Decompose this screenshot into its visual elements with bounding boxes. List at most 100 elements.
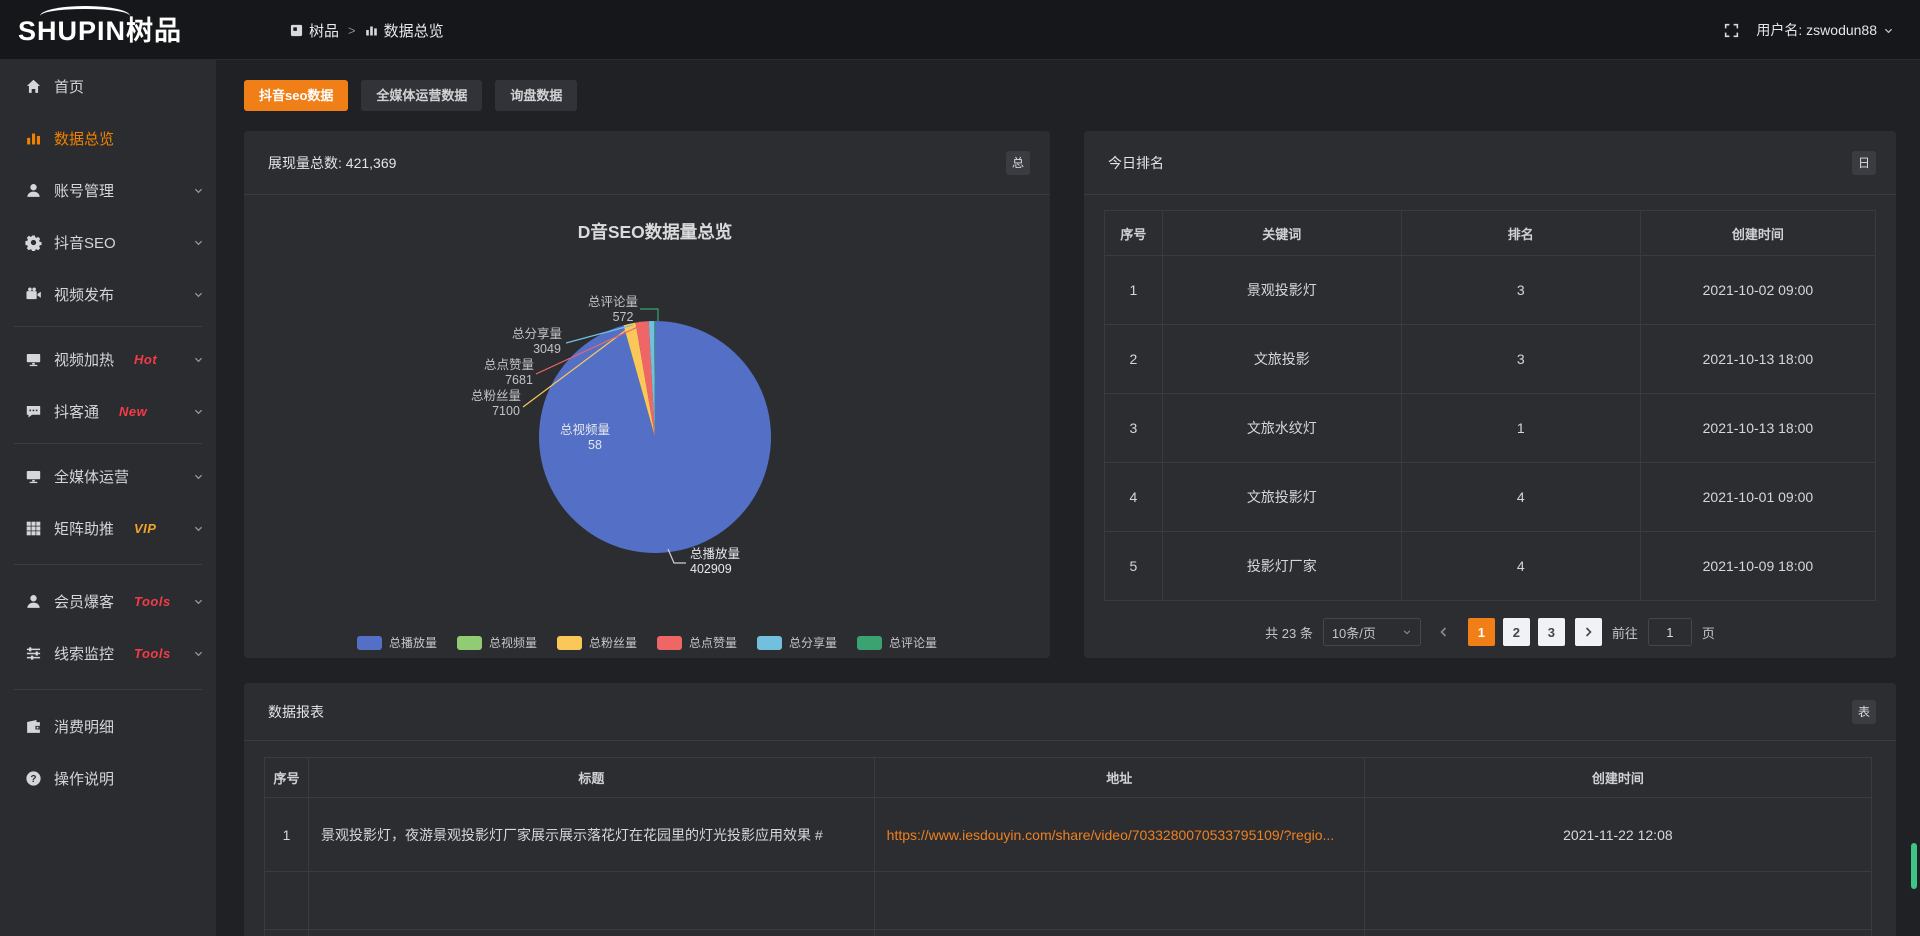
column-header-排名: 排名: [1400, 210, 1641, 256]
column-header-创建时间: 创建时间: [1639, 210, 1877, 256]
sidebar-item-矩阵助推[interactable]: 矩阵助推 VIP: [0, 502, 216, 554]
sidebar-item-视频发布[interactable]: 视频发布: [0, 268, 216, 320]
sidebar-menu: 首页数据总览账号管理抖音SEO 视频发布视频加热 Hot 抖客通 New 全媒体运营 矩阵助…: [0, 60, 216, 804]
chart-legend: 总播放量 总视频量 总粉丝量 总点赞量 总分享量 总评论量: [244, 634, 1050, 651]
user-menu[interactable]: 用户名: zswodun88: [1756, 20, 1894, 40]
sidebar-item-badge: New: [119, 403, 148, 419]
cell-地址[interactable]: https://www.iesdouyin.com/share/video/70…: [873, 797, 1365, 872]
sidebar-item-会员爆客[interactable]: 会员爆客 Tools: [0, 575, 216, 627]
breadcrumb-item-current[interactable]: 数据总览: [365, 20, 444, 41]
breadcrumb-item-home[interactable]: 树品: [290, 20, 339, 41]
app-square-icon: [290, 24, 303, 36]
page-button-2[interactable]: 2: [1502, 618, 1530, 646]
cell-关键词: 文旅投影: [1161, 324, 1402, 394]
pie-slice-总分享量[interactable]: [648, 321, 655, 437]
chevron-down-icon: [193, 524, 204, 533]
legend-item-总播放量[interactable]: 总播放量: [356, 634, 437, 651]
monitor-icon: [26, 470, 41, 483]
next-page-button[interactable]: [1574, 618, 1602, 646]
total-badge-button[interactable]: 总: [1006, 150, 1030, 175]
bar-chart-icon: [365, 26, 377, 35]
pie-label-line: [640, 308, 659, 321]
sidebar-item-全媒体运营[interactable]: 全媒体运营: [0, 450, 216, 502]
sidebar-item-badge: Tools: [134, 645, 171, 661]
sidebar-item-label: 视频加热: [54, 351, 115, 369]
cell-创建时间: 2021-10-01 09:00: [1639, 462, 1877, 532]
legend-item-总粉丝量[interactable]: 总粉丝量: [556, 634, 637, 651]
sidebar-item-抖客通[interactable]: 抖客通 New: [0, 385, 216, 437]
scrollbar-thumb[interactable]: [1911, 843, 1917, 889]
pie-slice-总点赞量[interactable]: [635, 321, 655, 437]
question-icon: ?: [26, 770, 41, 786]
page-button-3[interactable]: 3: [1537, 618, 1565, 646]
legend-label: 总粉丝量: [588, 636, 637, 650]
cell-排名: 3: [1400, 255, 1641, 325]
sidebar-item-数据总览[interactable]: 数据总览: [0, 112, 216, 164]
breadcrumb-label: 树品: [309, 22, 340, 40]
legend-item-总分享量[interactable]: 总分享量: [757, 634, 837, 651]
tab-抖音seo数据[interactable]: 抖音seo数据: [244, 80, 349, 111]
sidebar-item-首页[interactable]: 首页: [0, 60, 216, 112]
column-header-关键词: 关键词: [1161, 210, 1402, 256]
prev-page-button[interactable]: [1431, 618, 1458, 646]
sidebar-item-label: 首页: [54, 78, 85, 96]
cell-序号: 3: [1104, 393, 1163, 463]
goto-page-input[interactable]: [1647, 618, 1692, 646]
pie-slice-总粉丝量[interactable]: [623, 322, 655, 437]
fullscreen-icon[interactable]: [1723, 22, 1740, 39]
sidebar-item-视频加热[interactable]: 视频加热 Hot: [0, 333, 216, 385]
sidebar-item-账号管理[interactable]: 账号管理: [0, 164, 216, 216]
sidebar-divider: [14, 443, 202, 444]
sidebar-item-label: 账号管理: [54, 182, 115, 200]
sidebar-item-badge: VIP: [134, 520, 157, 536]
overview-card: 展现量总数: 421,369 总 D音SEO数据量总览 总播放量 402909 总视频…: [244, 131, 1050, 658]
cell-创建时间: 2021-10-02 09:00: [1639, 255, 1877, 325]
column-header-创建时间: 创建时间: [1363, 757, 1873, 798]
day-badge-button[interactable]: 日: [1852, 150, 1876, 175]
tab-询盘数据[interactable]: 询盘数据: [495, 80, 578, 111]
page-size-value: 10条/页: [1331, 625, 1376, 641]
page-size-select[interactable]: 10条/页: [1322, 618, 1421, 646]
column-header-地址: 地址: [873, 757, 1365, 798]
cell-序号: 5: [1104, 531, 1163, 601]
legend-swatch: [757, 635, 783, 650]
cell-关键词: 投影灯厂家: [1161, 531, 1402, 601]
rank-table: 序号 关键词 排名 创建时间 1 景观投影灯 3 2021-10-02 09:00 2 文旅投影 3…: [1104, 210, 1877, 601]
rank-card-header: 今日排名 日: [1084, 131, 1896, 195]
chat-icon: [26, 405, 41, 417]
cell-排名: 4: [1400, 531, 1641, 601]
cell-关键词: 文旅投影灯: [1161, 462, 1402, 532]
cell-创建时间: [1363, 871, 1873, 930]
tab-全媒体运营数据[interactable]: 全媒体运营数据: [361, 80, 483, 111]
legend-swatch: [857, 635, 883, 650]
sidebar-item-线索监控[interactable]: 线索监控 Tools: [0, 627, 216, 679]
rank-card: 今日排名 日 序号 关键词 排名 创建时间 1 景观投影灯 3 2021-10-02 09:0…: [1084, 131, 1896, 658]
pie-slice-总播放量[interactable]: [539, 321, 772, 553]
sidebar-item-消费明细[interactable]: 消费明细: [0, 700, 216, 752]
chevron-down-icon: [193, 186, 204, 195]
page-button-1[interactable]: 1: [1467, 618, 1495, 646]
chevron-down-icon: [193, 597, 204, 606]
cell-地址: [873, 929, 1365, 936]
legend-label: 总分享量: [789, 636, 838, 650]
legend-item-总视频量[interactable]: 总视频量: [456, 634, 537, 651]
sidebar-item-label: 抖音SEO: [54, 234, 116, 252]
pie-slice-总评论量[interactable]: [654, 320, 655, 437]
sidebar-item-操作说明[interactable]: ? 操作说明: [0, 752, 216, 804]
legend-item-总评论量[interactable]: 总评论量: [857, 634, 937, 651]
sidebar-item-抖音SEO[interactable]: 抖音SEO: [0, 216, 216, 268]
table-badge-button[interactable]: 表: [1852, 699, 1876, 724]
sidebar-item-label: 数据总览: [54, 130, 115, 148]
cell-关键词: 景观投影灯: [1161, 255, 1402, 325]
legend-item-总点赞量[interactable]: 总点赞量: [657, 634, 737, 651]
pie-label-line: [535, 324, 643, 375]
pie-slice-总视频量[interactable]: [623, 325, 655, 437]
chevron-down-icon: [1402, 628, 1412, 636]
app-logo[interactable]: SHUPIN树品: [18, 16, 183, 46]
cell-排名: 1: [1400, 393, 1641, 463]
rank-table: 序号 关键词 排名 创建时间 1 景观投影灯 3 2021-10-02 09:00 2 文旅投影 3…: [1104, 210, 1877, 601]
sidebar-divider: [14, 326, 202, 327]
video-icon: [26, 286, 41, 299]
